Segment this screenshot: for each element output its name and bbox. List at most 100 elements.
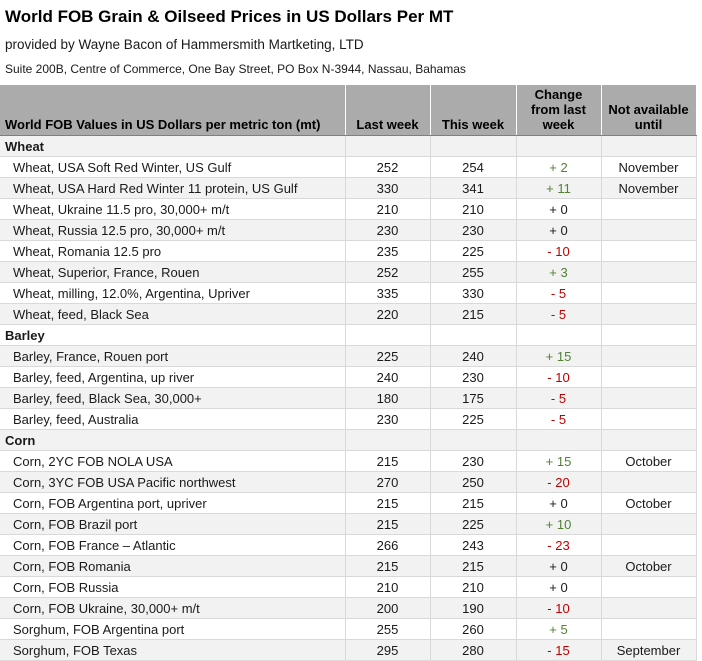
this-week-cell: 210 xyxy=(430,198,517,220)
change-cell: - 10 xyxy=(516,240,602,262)
table-row: Corn, FOB Ukraine, 30,000+ m/t 200 190- 10 xyxy=(0,597,697,619)
last-week-cell: 335 xyxy=(345,282,431,304)
until-cell xyxy=(601,534,697,556)
last-week-cell: 180 xyxy=(345,387,431,409)
commodity-cell: Wheat, milling, 12.0%, Argentina, Uprive… xyxy=(0,282,346,304)
table-body: Wheat Wheat, USA Soft Red Winter, US Gulf… xyxy=(0,135,697,661)
table-row: Corn, 2YC FOB NOLA USA 215 230 + 15 October xyxy=(0,450,697,472)
this-week-cell: 190 xyxy=(430,597,517,619)
this-week-cell: 230 xyxy=(430,366,517,388)
prices-table: World FOB Values in US Dollars per metri… xyxy=(0,85,697,661)
until-cell xyxy=(601,282,697,304)
this-week-cell: 230 xyxy=(430,450,517,472)
commodity-cell: Wheat, Russia 12.5 pro, 30,000+ m/t xyxy=(0,219,346,241)
change-cell: - 5 xyxy=(516,408,602,430)
change-cell: + 2 xyxy=(516,156,602,178)
col-header-commodity: World FOB Values in US Dollars per metri… xyxy=(0,85,346,136)
until-cell xyxy=(601,513,697,535)
address-line: Suite 200B, Centre of Commerce, One Bay … xyxy=(5,62,466,76)
table-header-row: World FOB Values in US Dollars per metri… xyxy=(0,85,697,136)
this-week-cell: 225 xyxy=(430,240,517,262)
until-cell xyxy=(601,387,697,409)
last-week-cell xyxy=(345,135,431,157)
table-row: Wheat, USA Hard Red Winter 11 protein, U… xyxy=(0,177,697,199)
commodity-cell: Wheat, Romania 12.5 pro xyxy=(0,240,346,262)
last-week-cell: 266 xyxy=(345,534,431,556)
last-week-cell: 330 xyxy=(345,177,431,199)
col-header-last-week: Last week xyxy=(345,85,431,136)
commodity-cell: Corn, FOB Argentina port, upriver xyxy=(0,492,346,514)
masthead: World FOB Grain & Oilseed Prices in US D… xyxy=(0,0,702,76)
table-row: Barley, feed, Argentina, up river 240 230-… xyxy=(0,366,697,388)
commodity-cell: Barley, France, Rouen port xyxy=(0,345,346,367)
last-week-cell: 295 xyxy=(345,639,431,661)
this-week-cell: 254 xyxy=(430,156,517,178)
this-week-cell: 215 xyxy=(430,492,517,514)
commodity-cell: Wheat, feed, Black Sea xyxy=(0,303,346,325)
change-cell: - 23 xyxy=(516,534,602,556)
last-week-cell: 210 xyxy=(345,198,431,220)
change-cell: + 0 xyxy=(516,219,602,241)
commodity-cell: Corn, FOB Russia xyxy=(0,576,346,598)
this-week-cell: 240 xyxy=(430,345,517,367)
change-cell: - 5 xyxy=(516,282,602,304)
this-week-cell: 260 xyxy=(430,618,517,640)
table-row: Corn, 3YC FOB USA Pacific northwest 270 25… xyxy=(0,471,697,493)
last-week-cell: 230 xyxy=(345,219,431,241)
this-week-cell: 330 xyxy=(430,282,517,304)
this-week-cell xyxy=(430,135,517,157)
this-week-cell: 341 xyxy=(430,177,517,199)
until-cell xyxy=(601,429,697,451)
until-cell: November xyxy=(601,156,697,178)
change-cell: + 0 xyxy=(516,492,602,514)
this-week-cell: 210 xyxy=(430,576,517,598)
change-cell: + 0 xyxy=(516,198,602,220)
table-row: Wheat, Superior, France, Rouen 252 255 + 3 xyxy=(0,261,697,283)
change-cell: + 5 xyxy=(516,618,602,640)
change-cell: - 15 xyxy=(516,639,602,661)
change-cell: - 20 xyxy=(516,471,602,493)
until-cell: October xyxy=(601,492,697,514)
until-cell xyxy=(601,345,697,367)
commodity-cell: Barley, feed, Australia xyxy=(0,408,346,430)
change-cell: - 5 xyxy=(516,303,602,325)
last-week-cell xyxy=(345,324,431,346)
until-cell xyxy=(601,240,697,262)
commodity-cell: Wheat, Superior, France, Rouen xyxy=(0,261,346,283)
change-cell xyxy=(516,324,602,346)
until-cell xyxy=(601,219,697,241)
last-week-cell: 240 xyxy=(345,366,431,388)
table-row: Corn, FOB Brazil port 215 225 + 10 xyxy=(0,513,697,535)
table-row: Corn, FOB Argentina port, upriver 215 215 +… xyxy=(0,492,697,514)
last-week-cell: 215 xyxy=(345,492,431,514)
this-week-cell: 225 xyxy=(430,513,517,535)
until-cell xyxy=(601,324,697,346)
section-label-cell: Barley xyxy=(0,324,346,346)
table-row: Wheat, USA Soft Red Winter, US Gulf 252 25… xyxy=(0,156,697,178)
col-header-change: Change from last week xyxy=(516,85,602,136)
last-week-cell: 252 xyxy=(345,156,431,178)
page-title: World FOB Grain & Oilseed Prices in US D… xyxy=(5,7,454,26)
commodity-cell: Corn, 2YC FOB NOLA USA xyxy=(0,450,346,472)
commodity-cell: Corn, 3YC FOB USA Pacific northwest xyxy=(0,471,346,493)
commodity-cell: Barley, feed, Argentina, up river xyxy=(0,366,346,388)
this-week-cell: 230 xyxy=(430,219,517,241)
table-row: Wheat, Romania 12.5 pro 235 225- 10 xyxy=(0,240,697,262)
until-cell: October xyxy=(601,450,697,472)
section-row: Corn xyxy=(0,429,697,451)
this-week-cell: 215 xyxy=(430,555,517,577)
section-row: Wheat xyxy=(0,135,697,157)
change-cell: - 5 xyxy=(516,387,602,409)
last-week-cell: 225 xyxy=(345,345,431,367)
section-label-cell: Corn xyxy=(0,429,346,451)
until-cell: October xyxy=(601,555,697,577)
table-row: Corn, FOB Russia 210 210 + 0 xyxy=(0,576,697,598)
commodity-cell: Corn, FOB France – Atlantic xyxy=(0,534,346,556)
until-cell xyxy=(601,366,697,388)
commodity-cell: Corn, FOB Ukraine, 30,000+ m/t xyxy=(0,597,346,619)
last-week-cell: 255 xyxy=(345,618,431,640)
commodity-cell: Wheat, Ukraine 11.5 pro, 30,000+ m/t xyxy=(0,198,346,220)
until-cell: September xyxy=(601,639,697,661)
commodity-cell: Corn, FOB Romania xyxy=(0,555,346,577)
this-week-cell xyxy=(430,429,517,451)
